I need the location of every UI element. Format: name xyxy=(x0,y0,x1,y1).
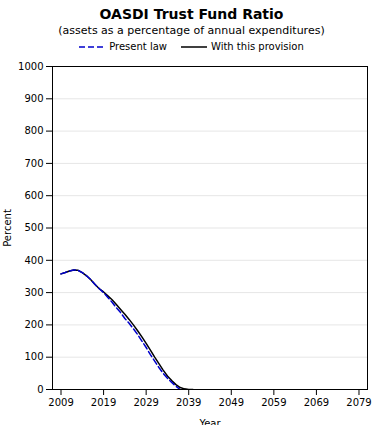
svg-text:800: 800 xyxy=(24,125,43,136)
svg-text:600: 600 xyxy=(24,190,43,201)
svg-text:200: 200 xyxy=(24,319,43,330)
svg-text:2039: 2039 xyxy=(176,397,201,408)
svg-text:2079: 2079 xyxy=(346,397,371,408)
svg-text:2049: 2049 xyxy=(219,397,244,408)
svg-text:300: 300 xyxy=(24,287,43,298)
html-text:With this provision: With this provision xyxy=(211,41,304,52)
html-text:Present law: Present law xyxy=(109,41,167,52)
svg-text:100: 100 xyxy=(24,351,43,362)
svg-text:900: 900 xyxy=(24,93,43,104)
svg-text:2019: 2019 xyxy=(91,397,116,408)
svg-text:Year: Year xyxy=(198,418,221,425)
svg-text:500: 500 xyxy=(24,222,43,233)
svg-text:2029: 2029 xyxy=(133,397,158,408)
svg-text:400: 400 xyxy=(24,255,43,266)
svg-text:2059: 2059 xyxy=(261,397,286,408)
svg-text:700: 700 xyxy=(24,158,43,169)
svg-text:2069: 2069 xyxy=(304,397,329,408)
html-text:OASDI Trust Fund Ratio: OASDI Trust Fund Ratio xyxy=(99,6,284,22)
svg-text:Percent: Percent xyxy=(2,209,13,247)
svg-text:2009: 2009 xyxy=(48,397,73,408)
svg-text:0: 0 xyxy=(37,384,43,395)
html-text:(assets as a percentage of ann: (assets as a percentage of annual expend… xyxy=(58,24,325,37)
svg-text:1000: 1000 xyxy=(18,61,43,72)
